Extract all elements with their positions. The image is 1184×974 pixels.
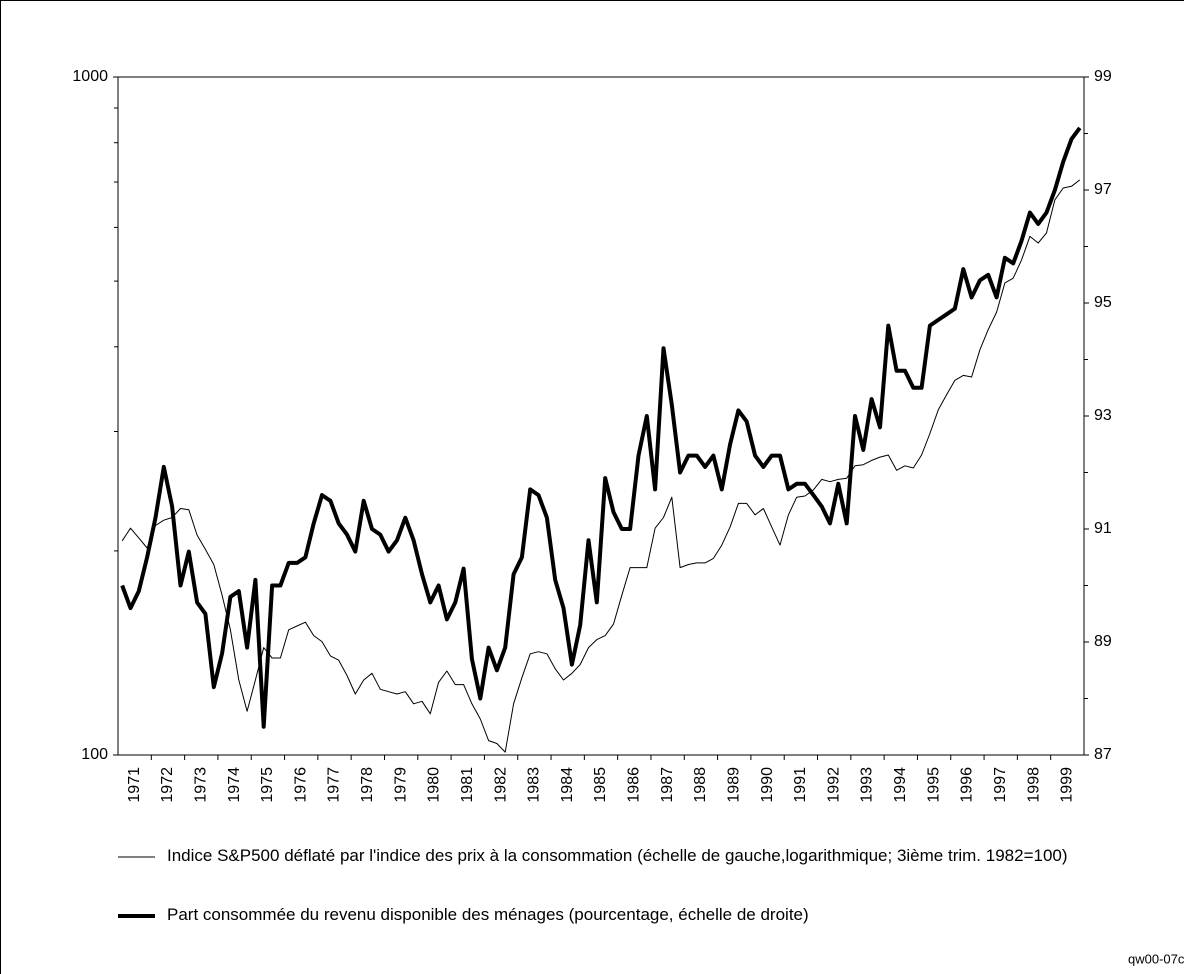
y-tick-label: 1000 (72, 68, 108, 85)
footnote: qw00-07c (1128, 951, 1184, 966)
x-tick-label: 1971 (126, 767, 143, 803)
y2-tick-label: 95 (1094, 294, 1112, 311)
y2-tick-label: 93 (1094, 407, 1112, 424)
y2-tick-label: 99 (1094, 68, 1112, 85)
x-tick-label: 1989 (725, 767, 742, 803)
legend-label: Part consommée du revenu disponible des … (167, 905, 809, 924)
x-tick-label: 1987 (659, 767, 676, 803)
x-tick-label: 1985 (592, 767, 609, 803)
y2-tick-label: 91 (1094, 520, 1112, 537)
x-tick-label: 1992 (825, 767, 842, 803)
x-tick-label: 1991 (792, 767, 809, 803)
x-tick-label: 1994 (892, 767, 909, 803)
plot-frame (117, 76, 1085, 756)
x-tick-label: 1973 (192, 767, 209, 803)
x-tick-label: 1997 (992, 767, 1009, 803)
x-tick-label: 1977 (326, 767, 343, 803)
x-tick-label: 1988 (692, 767, 709, 803)
series-line (121, 179, 1081, 753)
x-tick-label: 1983 (526, 767, 543, 803)
x-tick-label: 1995 (925, 767, 942, 803)
legend-label: Indice S&P500 déflaté par l'indice des p… (167, 846, 1068, 865)
x-tick-label: 1982 (492, 767, 509, 803)
series-line (120, 126, 1082, 729)
x-tick-label: 1996 (959, 767, 976, 803)
x-tick-label: 1981 (459, 767, 476, 803)
x-tick-label: 1993 (859, 767, 876, 803)
y2-tick-label: 89 (1094, 633, 1112, 650)
x-tick-label: 1972 (159, 767, 176, 803)
y-tick-label: 100 (81, 746, 108, 763)
x-tick-label: 1999 (1059, 767, 1076, 803)
x-tick-label: 1974 (226, 767, 243, 803)
x-tick-label: 1998 (1025, 767, 1042, 803)
x-tick-label: 1980 (426, 767, 443, 803)
x-tick-label: 1979 (392, 767, 409, 803)
x-tick-label: 1976 (292, 767, 309, 803)
x-tick-label: 1975 (259, 767, 276, 803)
x-tick-label: 1978 (359, 767, 376, 803)
y2-tick-label: 97 (1094, 181, 1112, 198)
x-tick-label: 1990 (759, 767, 776, 803)
y2-tick-label: 87 (1094, 746, 1112, 763)
x-tick-label: 1984 (559, 767, 576, 803)
x-tick-label: 1986 (626, 767, 643, 803)
